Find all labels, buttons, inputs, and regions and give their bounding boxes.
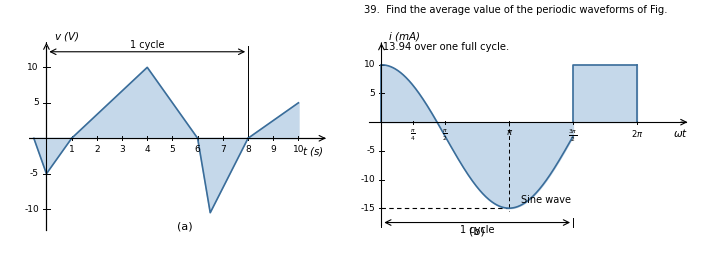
Text: $\frac{\pi}{2}$: $\frac{\pi}{2}$: [442, 128, 448, 143]
Text: 8: 8: [246, 145, 251, 154]
Text: $\mathit{i}$ (mA): $\mathit{i}$ (mA): [387, 30, 420, 43]
Text: 5: 5: [170, 145, 175, 154]
Polygon shape: [573, 65, 636, 122]
Text: 5: 5: [369, 89, 375, 98]
Text: -15: -15: [361, 204, 375, 213]
Text: Sine wave: Sine wave: [521, 194, 571, 205]
Text: (b): (b): [469, 226, 485, 236]
Text: $\frac{3\pi}{2}$: $\frac{3\pi}{2}$: [568, 128, 577, 144]
Text: -10: -10: [361, 175, 375, 184]
Text: $\mathit{t}$ (s): $\mathit{t}$ (s): [302, 145, 323, 158]
Text: $2\pi$: $2\pi$: [631, 128, 643, 139]
Text: 9: 9: [271, 145, 276, 154]
Text: 10: 10: [364, 60, 375, 69]
Text: 4: 4: [145, 145, 150, 154]
Polygon shape: [248, 103, 298, 138]
Polygon shape: [34, 138, 71, 174]
Text: 1: 1: [69, 145, 74, 154]
Polygon shape: [71, 67, 197, 138]
Text: 10: 10: [27, 63, 39, 72]
Text: 1 cycle: 1 cycle: [130, 40, 164, 50]
Text: $\mathit{v}$ (V): $\mathit{v}$ (V): [54, 30, 80, 43]
Text: 13.94 over one full cycle.: 13.94 over one full cycle.: [364, 42, 509, 51]
Text: 7: 7: [220, 145, 225, 154]
Text: -5: -5: [366, 146, 375, 155]
Text: $\frac{\pi}{4}$: $\frac{\pi}{4}$: [410, 128, 416, 143]
Text: 10: 10: [293, 145, 304, 154]
Text: (a): (a): [177, 222, 193, 232]
Text: $\pi$: $\pi$: [505, 128, 513, 137]
Text: 6: 6: [195, 145, 200, 154]
Polygon shape: [197, 138, 248, 213]
Text: -10: -10: [24, 205, 39, 214]
Text: 39.  Find the average value of the periodic waveforms of Fig.: 39. Find the average value of the period…: [364, 5, 667, 15]
Text: 2: 2: [94, 145, 99, 154]
Text: -5: -5: [30, 169, 39, 178]
Text: 3: 3: [120, 145, 125, 154]
Text: 5: 5: [33, 98, 39, 107]
Text: $\omega t$: $\omega t$: [673, 127, 688, 139]
Text: 1 cycle: 1 cycle: [460, 225, 495, 235]
